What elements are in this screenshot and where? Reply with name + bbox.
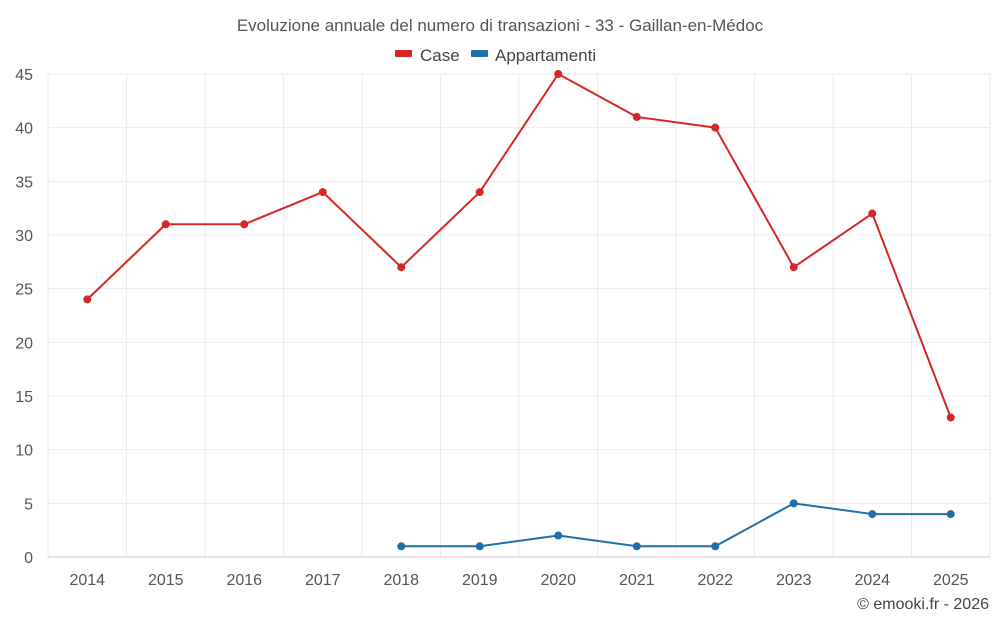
x-tick-label: 2017: [305, 572, 341, 589]
x-tick-label: 2021: [619, 572, 655, 589]
x-tick-label: 2015: [148, 572, 184, 589]
y-tick-label: 10: [15, 443, 33, 460]
data-point-case[interactable]: [868, 209, 877, 218]
data-point-case[interactable]: [946, 413, 955, 422]
legend: Case Appartamenti: [395, 46, 596, 65]
data-point-appartamenti[interactable]: [711, 542, 720, 551]
data-point-case[interactable]: [83, 295, 92, 304]
y-tick-label: 25: [15, 282, 33, 299]
y-tick-label: 35: [15, 174, 33, 191]
data-point-appartamenti[interactable]: [789, 499, 798, 508]
data-point-case[interactable]: [318, 188, 327, 197]
y-tick-label: 40: [15, 121, 33, 138]
data-point-case[interactable]: [240, 220, 249, 229]
y-tick-label: 30: [15, 228, 33, 245]
x-tick-label: 2024: [854, 572, 890, 589]
data-point-appartamenti[interactable]: [475, 542, 484, 551]
y-tick-label: 5: [24, 496, 33, 513]
y-axis: 0 5 10 15 20 25 30 35 40 45: [15, 67, 33, 567]
legend-swatch-appartamenti[interactable]: [471, 50, 488, 57]
data-point-case[interactable]: [475, 188, 484, 197]
x-tick-label: 2023: [776, 572, 812, 589]
data-point-case[interactable]: [632, 112, 641, 121]
chart-title: Evoluzione annuale del numero di transaz…: [237, 16, 764, 35]
credit-text: © emooki.fr - 2026: [857, 596, 989, 613]
data-point-appartamenti[interactable]: [397, 542, 406, 551]
series-group: [83, 70, 955, 551]
data-point-appartamenti[interactable]: [868, 510, 877, 519]
x-tick-label: 2025: [933, 572, 969, 589]
x-axis: 2014 2015 2016 2017 2018 2019 2020 2021 2022 2023…: [48, 556, 990, 589]
data-point-appartamenti[interactable]: [632, 542, 641, 551]
data-point-case[interactable]: [554, 70, 563, 78]
data-point-appartamenti[interactable]: [946, 510, 955, 519]
data-point-case[interactable]: [161, 220, 170, 229]
legend-swatch-case[interactable]: [395, 50, 412, 57]
data-point-case[interactable]: [397, 263, 406, 272]
grid: [47, 73, 991, 558]
data-point-appartamenti[interactable]: [554, 531, 563, 540]
legend-label-appartamenti[interactable]: Appartamenti: [495, 46, 596, 65]
y-tick-label: 20: [15, 335, 33, 352]
data-point-case[interactable]: [789, 263, 798, 272]
y-tick-label: 45: [15, 67, 33, 84]
y-tick-label: 15: [15, 389, 33, 406]
y-tick-label: 0: [24, 550, 33, 567]
series-line-appartamenti: [401, 502, 951, 548]
x-tick-label: 2020: [540, 572, 576, 589]
x-tick-label: 2018: [383, 572, 419, 589]
x-tick-label: 2022: [697, 572, 733, 589]
legend-label-case[interactable]: Case: [420, 46, 460, 65]
series-line-case: [86, 73, 952, 418]
x-tick-label: 2014: [69, 572, 105, 589]
data-point-case[interactable]: [711, 123, 720, 132]
x-tick-label: 2016: [226, 572, 262, 589]
x-tick-label: 2019: [462, 572, 498, 589]
